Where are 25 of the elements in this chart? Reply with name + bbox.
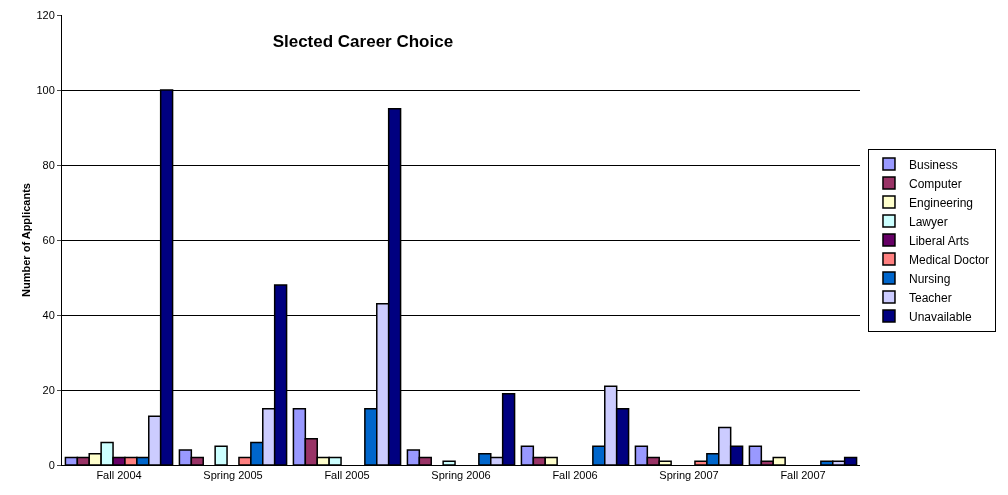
legend-label: Liberal Arts [908, 233, 970, 248]
y-axis-title: Number of Applicants [20, 183, 32, 297]
legend-label: Lawyer [908, 214, 948, 229]
y-tick-label: 40 [42, 308, 55, 321]
y-tick-label: 80 [42, 158, 55, 171]
legend-label: Medical Doctor [908, 252, 990, 267]
legend-label: Business [908, 157, 958, 172]
legend-label: Teacher [908, 290, 952, 305]
x-tick-label: Fall 2004 [96, 469, 142, 482]
y-tick-label: 100 [36, 83, 55, 96]
y-tick-label: 0 [48, 458, 55, 471]
legend-label: Computer [908, 176, 962, 191]
legend-label: Unavailable [908, 309, 973, 324]
x-tick-label: Fall 2007 [780, 469, 826, 482]
legend-label: Engineering [908, 195, 974, 210]
y-tick-label: 60 [42, 233, 55, 246]
legend-label: Nursing [908, 271, 951, 286]
y-tick-label: 20 [42, 383, 55, 396]
x-tick-label: Spring 2005 [203, 469, 263, 482]
y-tick-label: 120 [36, 8, 55, 21]
text: Slected Career Choice [272, 31, 454, 51]
x-tick-label: Fall 2005 [324, 469, 370, 482]
x-tick-label: Fall 2006 [552, 469, 598, 482]
x-tick-label: Spring 2006 [431, 469, 491, 482]
x-tick-label: Spring 2007 [659, 469, 719, 482]
